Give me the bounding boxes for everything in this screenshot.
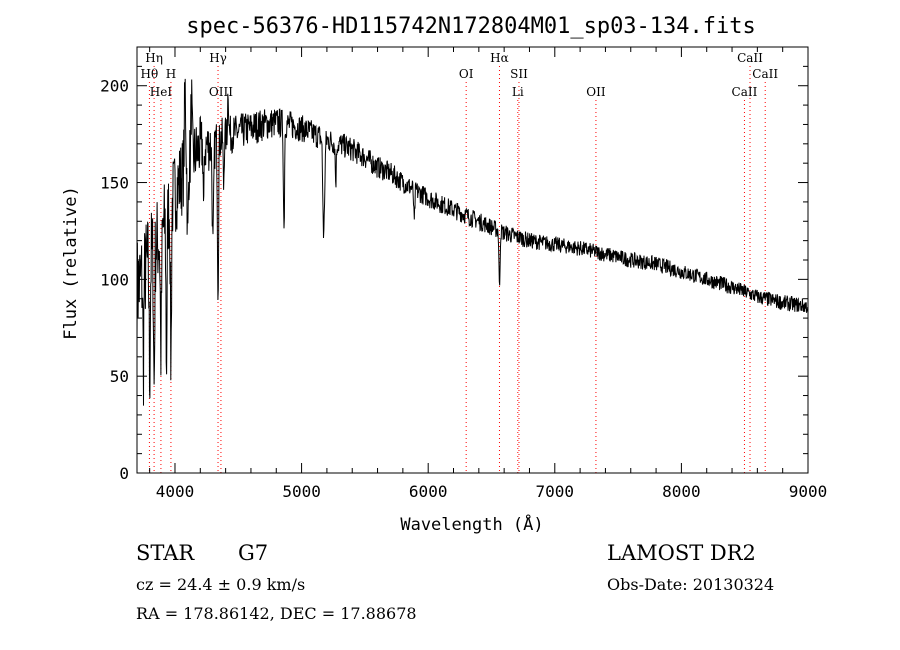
- line-marker-label: Hθ: [141, 67, 159, 81]
- line-marker-label: Hη: [145, 51, 163, 65]
- x-axis-label: Wavelength (Å): [400, 513, 543, 535]
- y-tick-label: 200: [100, 77, 129, 96]
- line-marker-label: Hγ: [209, 51, 227, 65]
- y-tick-label: 100: [100, 270, 129, 289]
- line-marker-label: OII: [586, 85, 606, 99]
- x-tick-label: 6000: [409, 482, 448, 501]
- x-tick-label: 8000: [662, 482, 701, 501]
- obs-date: Obs-Date: 20130324: [607, 575, 775, 594]
- survey-name: LAMOST DR2: [607, 541, 756, 565]
- coordinates: RA = 178.86142, DEC = 17.88678: [136, 604, 417, 623]
- line-marker-label: OIII: [209, 85, 233, 99]
- subclass: G7: [238, 541, 269, 565]
- line-marker-label: H: [166, 67, 176, 81]
- x-tick-label: 7000: [536, 482, 575, 501]
- line-marker-label: HeI: [150, 85, 173, 99]
- line-marker-label: Hα: [490, 51, 509, 65]
- y-tick-label: 150: [100, 174, 129, 193]
- y-axis-label: Flux (relative): [61, 186, 81, 340]
- plot-frame: [136, 46, 809, 474]
- line-marker-label: Li: [512, 85, 524, 99]
- y-tick-label: 0: [119, 464, 129, 483]
- x-tick-label: 5000: [282, 482, 321, 501]
- line-marker-label: CaII: [737, 51, 763, 65]
- y-tick-label: 50: [110, 367, 129, 386]
- line-marker-label: SII: [510, 67, 528, 81]
- spectrum-line: [136, 78, 809, 406]
- chart-title: spec-56376-HD115742N172804M01_sp03-134.f…: [186, 14, 756, 39]
- line-marker-label: CaII: [752, 67, 778, 81]
- line-marker-label: CaII: [732, 85, 758, 99]
- x-tick-label: 9000: [789, 482, 828, 501]
- redshift-value: cz = 24.4 ± 0.9 km/s: [136, 575, 306, 594]
- x-tick-label: 4000: [156, 482, 195, 501]
- line-marker-label: OI: [459, 67, 474, 81]
- axes: 4000 5000 6000 7000 8000 9000 0 50 100 150 200: [100, 46, 828, 501]
- object-class: STAR: [136, 541, 195, 565]
